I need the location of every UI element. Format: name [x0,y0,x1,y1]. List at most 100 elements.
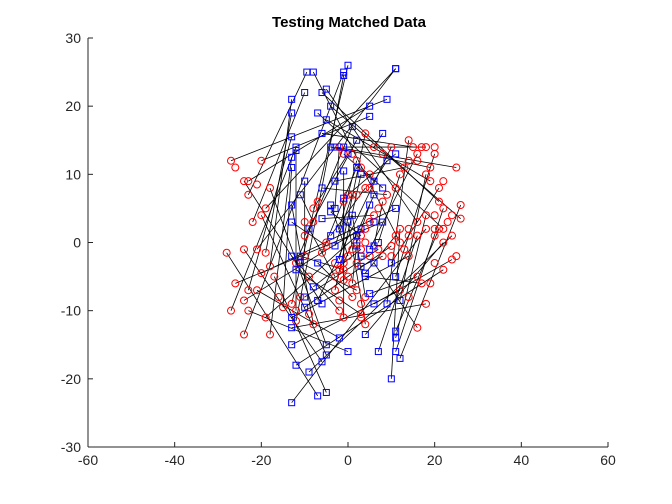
red-circle-point [335,265,344,274]
blue-square-point [366,201,374,209]
red-circle-point [383,190,391,199]
blue-square-point [327,102,335,110]
match-line [395,153,436,277]
red-circle-point [348,149,357,158]
match-line [230,146,297,311]
red-circle-point [374,204,383,213]
red-circle-point [426,177,435,186]
red-circle-point [348,190,357,199]
blue-square-point [318,215,326,223]
match-line [377,235,418,352]
red-circle-point [309,320,318,329]
red-circle-point [435,197,443,206]
red-circle-point [270,272,279,281]
red-circle-point [456,214,465,223]
blue-square-point [357,170,365,178]
match-line [295,126,353,264]
red-circle-point [352,190,361,199]
blue-square-point [288,399,296,407]
red-circle-point [452,163,461,172]
match-line [243,228,362,301]
red-circle-point [322,241,331,250]
red-circle-point [448,211,456,220]
red-circle-point [409,143,417,152]
red-circle-point [378,252,387,261]
match-line [377,174,401,243]
match-line [304,140,358,236]
red-circle-point [422,224,430,233]
red-circle-point [413,231,422,240]
red-circle-point [305,272,313,281]
blue-square-point [361,331,369,339]
blue-square-point [309,68,317,76]
red-circle-point [413,323,422,332]
red-circle-point [244,286,253,295]
blue-square-point [331,242,339,250]
match-line [343,194,375,264]
red-circle-point [331,286,339,295]
red-circle-point [335,296,344,305]
blue-square-point [292,361,300,369]
red-circle-point [413,272,422,281]
blue-square-point [370,177,378,185]
red-circle-point [266,183,274,192]
blue-square-point [357,225,365,233]
blue-square-point [366,290,374,298]
red-circle-point [426,279,435,288]
blue-square-point [314,109,322,117]
red-circle-point [266,262,274,271]
blue-square-point [288,201,296,209]
blue-square-point [383,95,391,103]
red-circle-point [387,143,396,152]
match-line [226,252,319,397]
match-line [334,174,362,291]
match-line [273,276,327,393]
blue-square-point [353,164,361,172]
red-circle-point [344,252,352,261]
red-circle-point [439,238,448,247]
red-circle-point [417,143,426,152]
blue-square-point [327,232,335,240]
red-circle-point [300,218,309,227]
x-tick-label: -40 [165,452,185,468]
blue-square-point [353,232,361,240]
red-circle-point [361,238,370,247]
red-circle-point [448,231,456,240]
blue-square-point [370,259,378,267]
blue-square-point [396,354,404,362]
blue-square-point [292,146,300,154]
red-circle-point [426,163,435,172]
red-circle-point [240,296,248,305]
red-circle-point [404,136,413,145]
red-circle-point [413,149,422,158]
red-circle-point [452,252,461,261]
y-tick-label: -10 [61,303,81,319]
x-tick-label: 60 [600,452,616,468]
red-circle-point [296,293,305,302]
y-tick-label: 0 [73,235,81,251]
blue-square-point [353,242,361,250]
red-circle-point [365,170,374,179]
red-circle-point [344,272,352,281]
blue-square-point [340,143,348,151]
red-circle-point [357,313,365,322]
red-circle-point [253,180,261,189]
red-circle-point [348,279,357,288]
blue-square-point [288,313,296,321]
blue-square-point [344,348,352,356]
red-circle-point [253,245,261,254]
red-circle-point [396,170,404,179]
red-circle-point [378,149,387,158]
red-circle-point [318,248,326,257]
red-circle-point [361,224,370,233]
red-circle-point [439,204,448,213]
red-circle-point [404,224,413,233]
red-circle-point [430,211,439,220]
blue-square-point [370,191,378,199]
blue-square-point [374,348,382,356]
blue-square-point [288,133,296,141]
red-circle-point [435,224,443,233]
red-circle-point [274,293,283,302]
match-line [260,215,327,356]
red-circle-point [244,306,253,315]
